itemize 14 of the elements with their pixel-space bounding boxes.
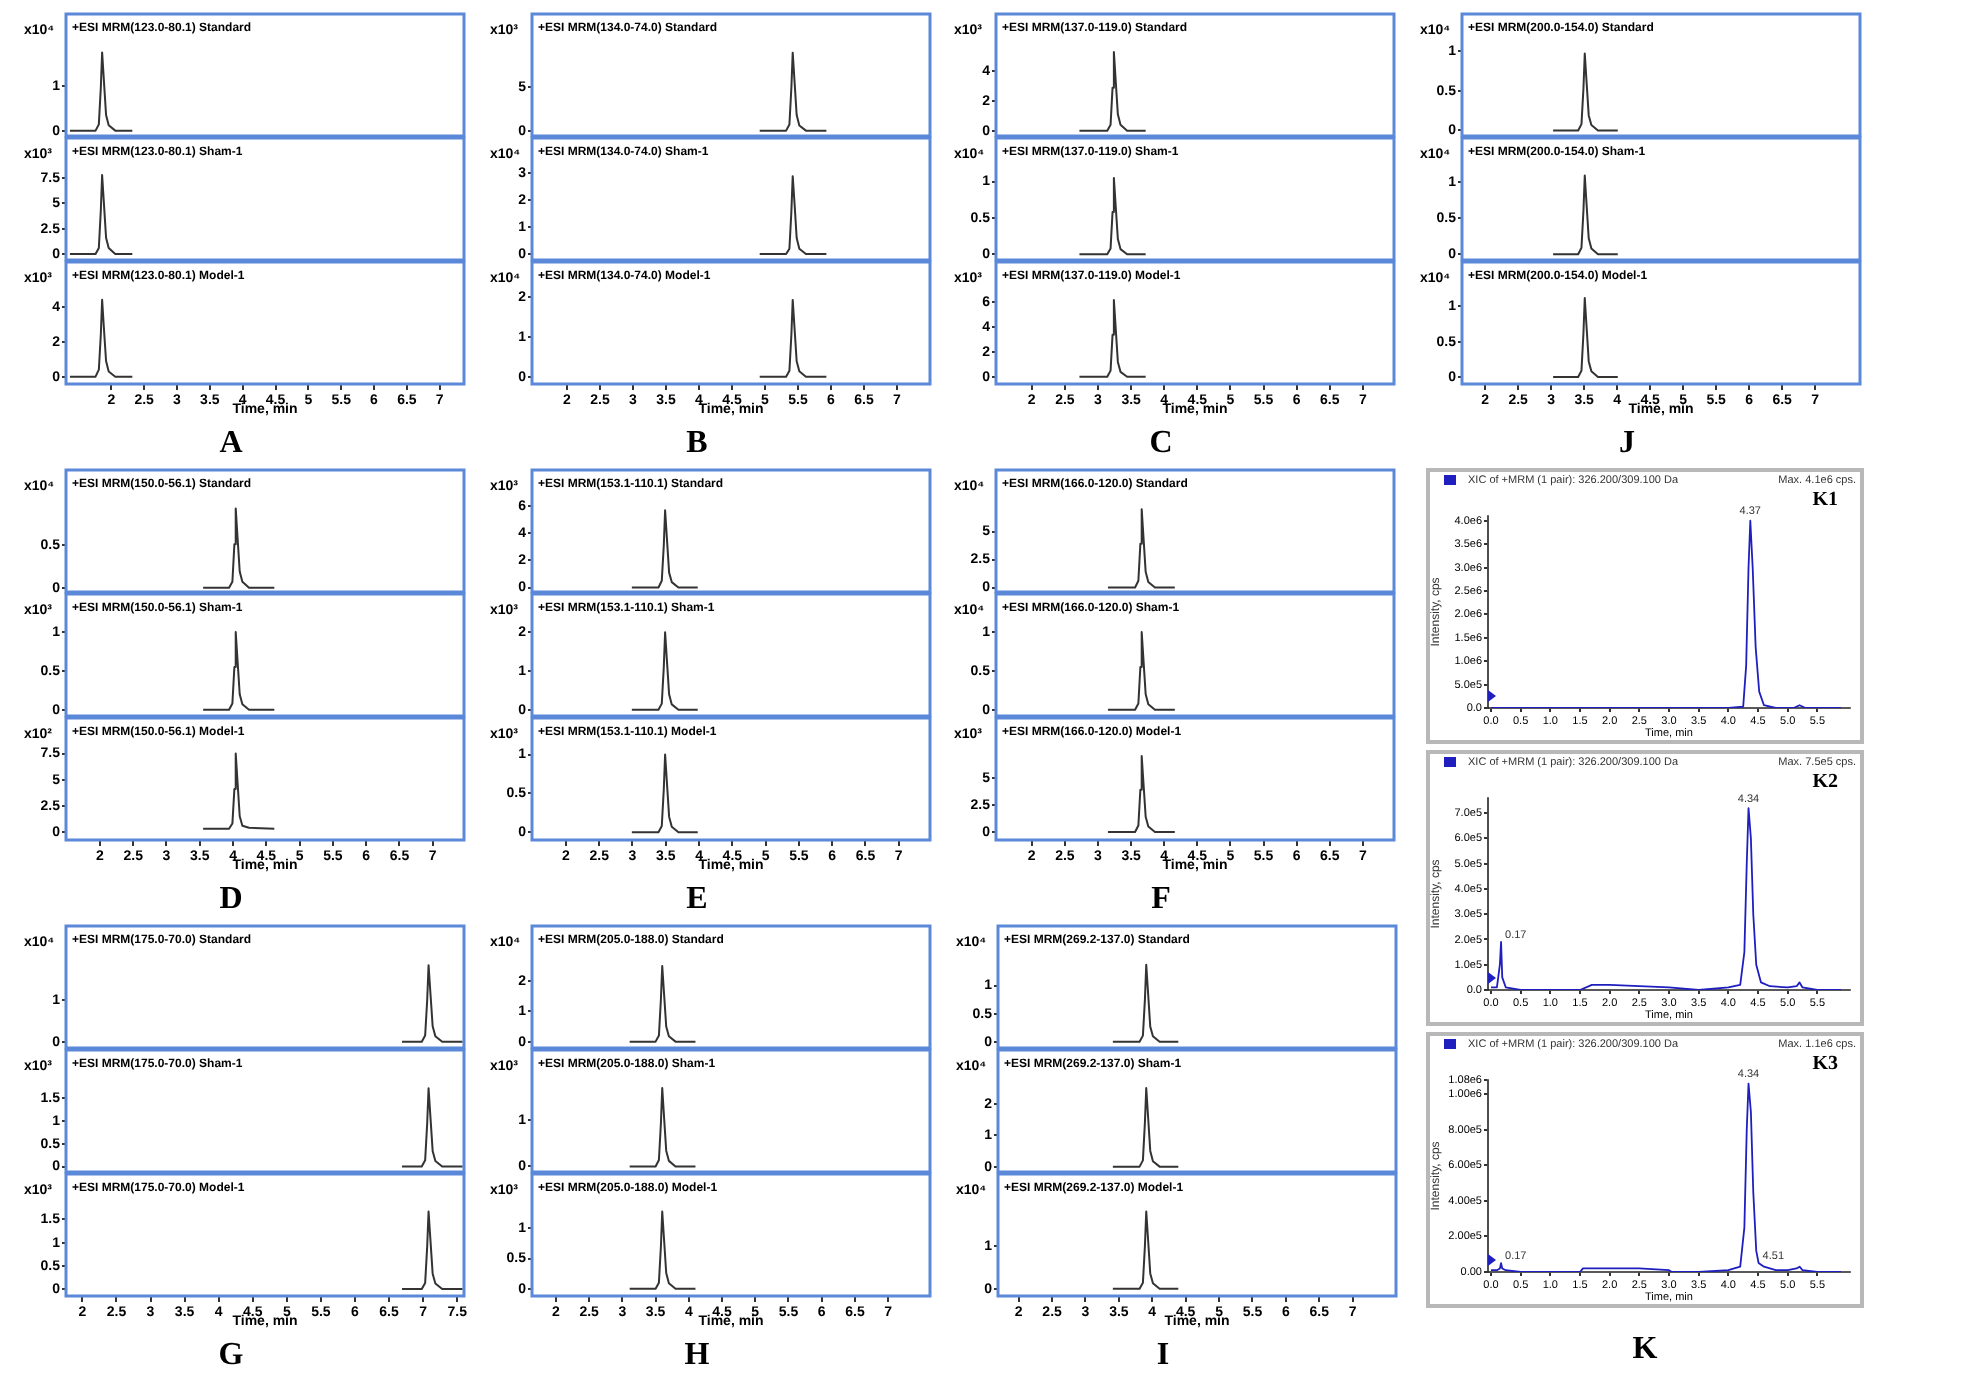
text: E xyxy=(686,882,708,916)
text: F xyxy=(1151,882,1172,916)
text: G xyxy=(218,1338,245,1372)
text: H xyxy=(684,1338,711,1372)
text: A xyxy=(219,426,244,460)
text: C xyxy=(1149,426,1173,460)
text: J xyxy=(1619,426,1635,460)
text: K2 xyxy=(1812,771,1838,794)
text: K1 xyxy=(1812,489,1838,512)
text: D xyxy=(219,882,243,916)
text: I xyxy=(1156,1338,1170,1372)
text: K3 xyxy=(1812,1053,1838,1076)
text: B xyxy=(686,426,709,460)
text: K xyxy=(1632,1332,1659,1366)
